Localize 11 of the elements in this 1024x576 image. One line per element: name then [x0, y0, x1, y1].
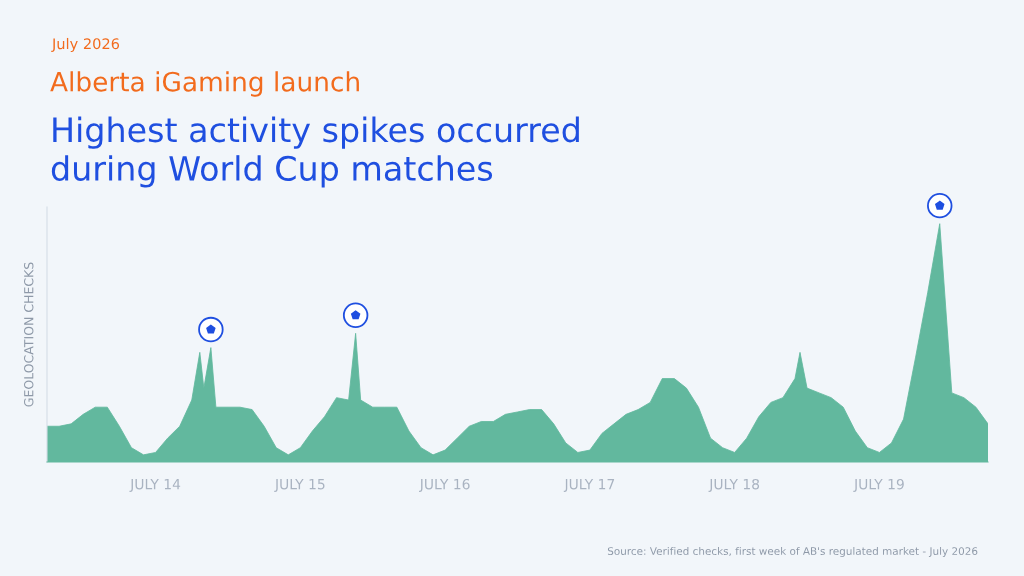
text: July 2026 — [51, 37, 120, 53]
x-tick-label: JULY 19 — [853, 478, 904, 492]
x-tick-label: JULY 16 — [419, 478, 470, 492]
x-tick-label: JULY 17 — [563, 479, 615, 492]
y-axis-title: GEOLOCATION CHECKS — [24, 262, 34, 407]
x-tick-label: JULY 15 — [274, 479, 325, 492]
x-tick-label: JULY 18 — [708, 478, 760, 492]
source-note: Source: Verified checks, first week of AB's regulated market - July 2026 — [607, 546, 978, 558]
chart-title: Highest activity spikes occurred during World Cup matches — [51, 116, 579, 188]
chart-subtitle: Alberta iGaming launch — [50, 71, 359, 97]
x-tick-label: JULY 14 — [129, 479, 181, 492]
